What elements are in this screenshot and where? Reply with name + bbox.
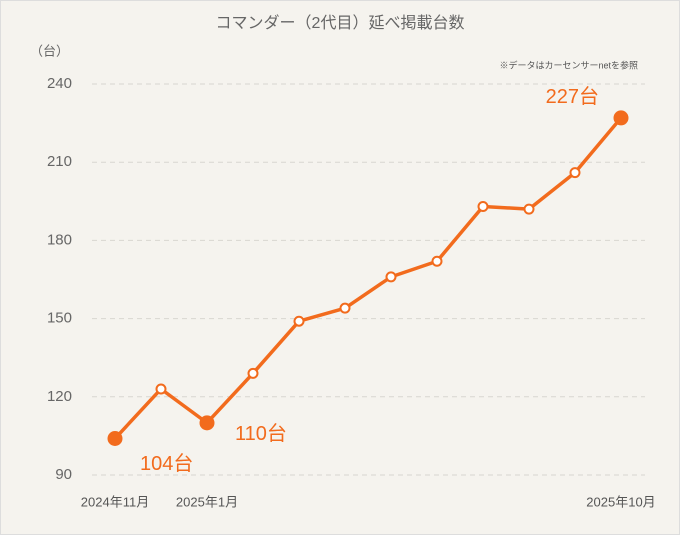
point	[431, 255, 443, 267]
point	[523, 203, 535, 215]
y-tick-label: 180	[47, 231, 72, 248]
x-tick-label: 2025年1月	[176, 494, 238, 509]
point	[199, 415, 215, 431]
y-tick-label: 240	[47, 75, 72, 92]
point	[339, 302, 351, 314]
data-label: 110台	[235, 422, 287, 445]
y-tick-label: 90	[55, 466, 72, 483]
note: ※データはカーセンサーnetを参照	[499, 59, 638, 70]
point	[613, 110, 629, 126]
point	[107, 431, 123, 447]
point	[477, 201, 489, 213]
x-tick-label: 2024年11月	[81, 494, 149, 509]
point	[385, 271, 397, 283]
point	[155, 383, 167, 395]
point	[569, 167, 581, 179]
data-label: 104台	[140, 452, 193, 475]
y-tick-label: 120	[47, 388, 72, 405]
y-unit: （台）	[30, 43, 69, 58]
y-tick-label: 150	[47, 310, 72, 327]
line	[113, 116, 623, 440]
x-tick-label: 2025年10月	[586, 494, 655, 509]
y-tick-label: 210	[47, 153, 72, 170]
point	[293, 315, 305, 327]
point	[247, 367, 259, 379]
data-label: 227台	[546, 85, 599, 108]
chart-title: コマンダー（2代目）延べ掲載台数	[216, 14, 465, 32]
